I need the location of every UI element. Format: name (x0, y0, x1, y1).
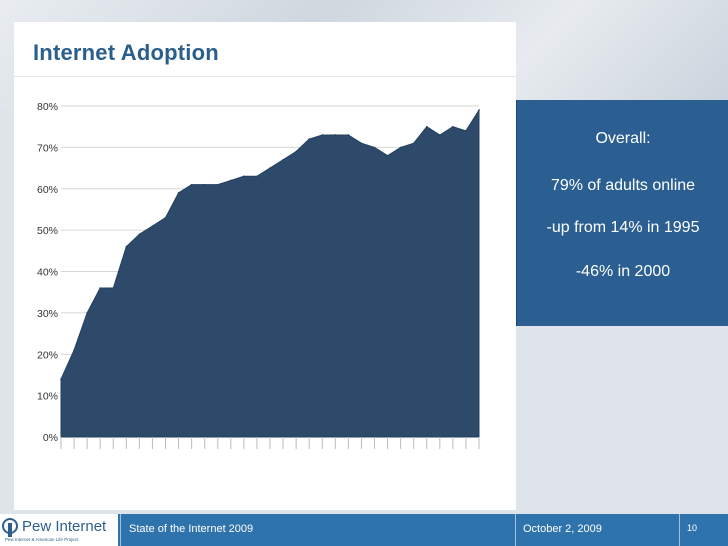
data-point (308, 138, 310, 140)
data-point (164, 216, 167, 219)
data-point (203, 183, 206, 186)
callout-stat-current: 79% of adults online (550, 177, 696, 194)
logo-mark-icon (2, 518, 18, 537)
y-tick-label: 50% (37, 225, 58, 237)
data-point (478, 109, 480, 111)
data-point (60, 378, 62, 380)
data-point (282, 158, 284, 161)
data-point (465, 130, 467, 132)
data-point (177, 192, 180, 194)
y-tick-label: 20% (37, 349, 58, 361)
slide-footer: Pew Internet Pew Internet & American Lif… (0, 514, 728, 546)
footer-divider (679, 514, 680, 546)
callout-heading: Overall: (595, 130, 651, 147)
data-point (295, 150, 297, 153)
callout-stat-1995: -up from 14% in 1995 (546, 219, 700, 236)
title-rule (14, 76, 516, 77)
presentation-date: October 2, 2009 (523, 523, 602, 535)
callout-stat-2000: -46% in 2000 (575, 263, 671, 280)
data-point (439, 134, 441, 136)
adoption-area (60, 108, 480, 438)
data-point (399, 146, 402, 149)
y-tick-label: 10% (37, 391, 58, 403)
data-point (334, 134, 337, 136)
data-point (360, 142, 363, 145)
y-tick-label: 40% (37, 267, 58, 279)
data-point (256, 175, 258, 178)
footer-divider (120, 514, 121, 546)
data-point (230, 179, 232, 182)
data-point (190, 183, 193, 186)
data-point (452, 125, 454, 128)
data-point (373, 146, 376, 149)
data-point (73, 349, 75, 351)
y-tick-label: 30% (37, 308, 58, 320)
pew-logo: Pew Internet Pew Internet & American Lif… (0, 514, 118, 546)
data-point (151, 225, 154, 227)
slide-title: Internet Adoption (33, 40, 219, 65)
data-point (243, 175, 245, 178)
data-point (386, 154, 389, 157)
data-point (425, 125, 428, 128)
data-point (125, 245, 128, 248)
footer-divider (515, 514, 516, 546)
data-point (269, 167, 271, 169)
data-point (216, 183, 219, 186)
data-point (99, 287, 101, 289)
y-tick-label: 70% (37, 142, 58, 154)
brand-subtitle: Pew Internet & American Life Project (5, 537, 79, 542)
y-tick-label: 80% (37, 101, 58, 113)
presentation-title: State of the Internet 2009 (129, 523, 254, 535)
data-point (347, 134, 350, 136)
y-tick-label: 60% (37, 184, 58, 196)
summary-callout: Overall: 79% of adults online -up from 1… (516, 100, 728, 326)
data-point (112, 287, 115, 289)
y-tick-label: 0% (43, 432, 58, 444)
slide-number: 10 (687, 523, 698, 533)
data-point (86, 312, 88, 314)
data-point (412, 142, 415, 145)
brand-name: Pew Internet (22, 518, 107, 535)
data-point (138, 233, 141, 236)
data-point (321, 134, 324, 136)
